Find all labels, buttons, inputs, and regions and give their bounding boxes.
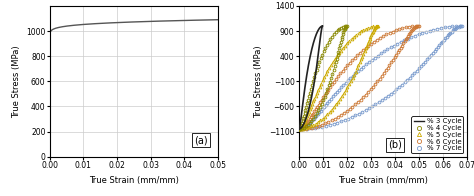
- X-axis label: True Strain (mm/mm): True Strain (mm/mm): [89, 176, 179, 184]
- Y-axis label: True Stress (MPa): True Stress (MPa): [12, 45, 21, 118]
- Y-axis label: True Stress (MPa): True Stress (MPa): [255, 45, 264, 118]
- Text: (b): (b): [388, 140, 401, 150]
- Text: (a): (a): [194, 135, 208, 145]
- Legend: % 3 Cycle, % 4 Cycle, % 5 Cycle, % 6 Cycle, % 7 Cycle: % 3 Cycle, % 4 Cycle, % 5 Cycle, % 6 Cyc…: [411, 116, 464, 153]
- X-axis label: True Strain (mm/mm): True Strain (mm/mm): [338, 176, 428, 184]
